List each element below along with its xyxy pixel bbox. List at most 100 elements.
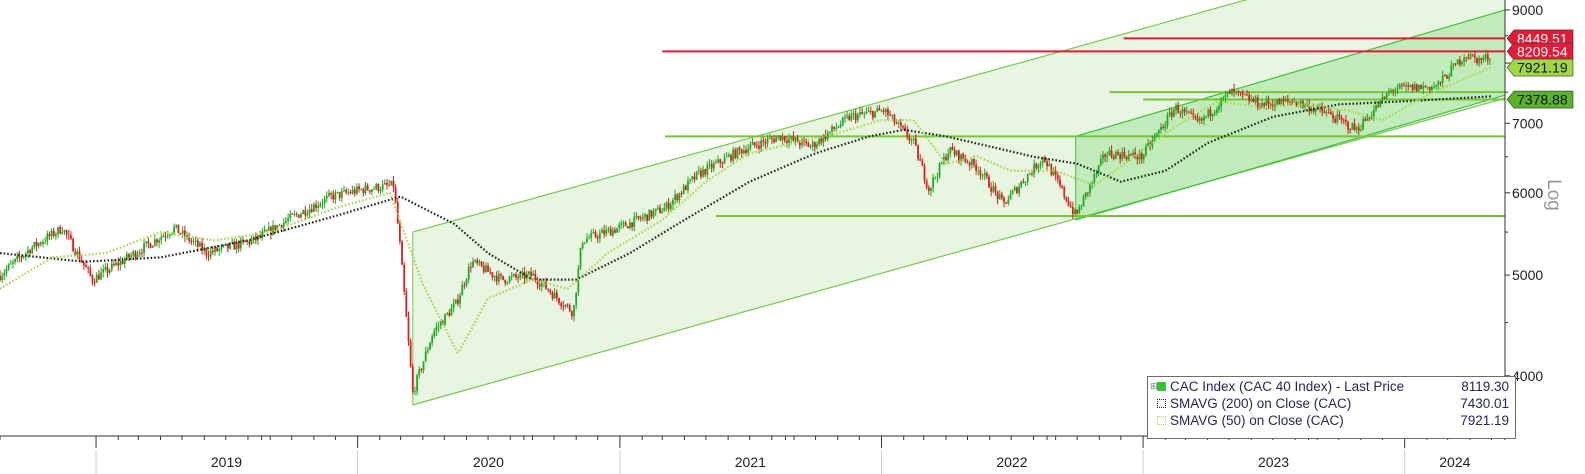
- candle-body: [751, 142, 754, 145]
- candle-body: [497, 274, 500, 282]
- candle-body: [508, 276, 511, 283]
- candle-body: [82, 262, 85, 265]
- candle-body: [717, 159, 719, 163]
- candle-body: [889, 114, 891, 116]
- channel-lower-line: [1075, 94, 1505, 221]
- candle-body: [306, 213, 309, 216]
- candle-body: [743, 149, 745, 154]
- candle-body: [254, 236, 257, 241]
- candle-body: [1052, 171, 1055, 176]
- candle-body: [437, 325, 440, 328]
- candle-body: [861, 112, 864, 114]
- moving-averages: [0, 66, 1492, 354]
- candle-body: [512, 274, 515, 277]
- candle-body: [609, 228, 612, 236]
- candle-body: [549, 290, 552, 293]
- candle-body: [160, 237, 163, 241]
- candle-body: [353, 189, 356, 194]
- candle-body: [1362, 119, 1364, 130]
- candle-body: [450, 308, 453, 316]
- candle-body: [596, 236, 599, 239]
- candle-body: [1422, 85, 1425, 89]
- candle-body: [181, 230, 184, 234]
- candle-body: [981, 175, 984, 177]
- candle-body: [945, 156, 947, 161]
- candle-body: [141, 252, 143, 254]
- candle-body: [328, 193, 330, 196]
- candle-body: [560, 303, 563, 307]
- candle-body: [1342, 119, 1345, 121]
- candle-body: [530, 271, 532, 276]
- candle-body: [506, 282, 509, 284]
- sma200-line: [0, 95, 1491, 281]
- candle-body: [424, 351, 427, 362]
- candle-body: [1357, 127, 1360, 131]
- candle-body: [1289, 101, 1291, 103]
- candle-body: [947, 153, 950, 161]
- y-tick-label: 4000: [1512, 368, 1543, 384]
- legend-entry-sma200: SMAVG (200) on Close (CAC) 7430.01: [1152, 395, 1509, 412]
- candle-body: [1037, 165, 1040, 169]
- candle-body: [209, 250, 212, 257]
- candle-body: [1437, 81, 1440, 86]
- candle-body: [768, 138, 771, 139]
- candle-body: [605, 229, 608, 235]
- candle-body: [715, 162, 717, 164]
- candle-body: [1400, 84, 1403, 86]
- candle-body: [1353, 123, 1356, 130]
- candle-body: [676, 194, 679, 201]
- candle-body: [622, 222, 625, 224]
- candle-body: [1099, 159, 1102, 166]
- candle-body: [1360, 129, 1362, 131]
- candle-body: [706, 164, 709, 175]
- candle-body: [1080, 206, 1083, 208]
- candle-body: [276, 225, 279, 231]
- candle-body: [990, 187, 993, 192]
- candle-body: [910, 139, 913, 141]
- candle-body: [659, 207, 661, 214]
- legend: ⊞ CAC Index (CAC 40 Index) - Last Price …: [1147, 376, 1516, 439]
- candle-body: [29, 250, 31, 254]
- candle-body: [684, 185, 687, 191]
- candle-body: [63, 230, 66, 233]
- candle-body: [478, 261, 481, 264]
- candle-body: [70, 235, 72, 239]
- candle-body: [239, 239, 242, 249]
- candle-body: [869, 110, 872, 112]
- candle-body: [1465, 57, 1468, 59]
- candle-body: [1243, 94, 1246, 96]
- sma200-swatch-icon: [1157, 399, 1166, 408]
- candle-body: [547, 288, 550, 291]
- candle-body: [1108, 150, 1111, 156]
- candle-body: [532, 273, 535, 276]
- candle-body: [35, 241, 38, 247]
- candle-body: [1218, 106, 1220, 110]
- candle-body: [727, 154, 730, 157]
- candle-body: [44, 241, 47, 243]
- candle-body: [196, 240, 199, 247]
- candle-body: [1405, 85, 1407, 87]
- candle-body: [175, 224, 178, 227]
- candle-body: [1467, 57, 1470, 59]
- candle-body: [1304, 104, 1306, 107]
- expand-icon[interactable]: ⊞: [1150, 381, 1158, 391]
- candle-body: [637, 215, 640, 219]
- candle-body: [1147, 143, 1149, 146]
- candle-body: [1254, 97, 1257, 102]
- candle-body: [285, 220, 287, 223]
- candle-body: [390, 180, 393, 186]
- candle-body: [964, 158, 967, 162]
- price-tag-label: 7921.19: [1517, 60, 1568, 76]
- candle-body: [820, 138, 823, 143]
- candle-body: [482, 266, 485, 273]
- candle-body: [115, 262, 117, 266]
- candle-body: [801, 139, 803, 146]
- candle-body: [936, 176, 939, 178]
- candle-body: [1256, 97, 1259, 107]
- candle-body: [1078, 206, 1081, 214]
- candle-body: [349, 192, 352, 194]
- price-tag-label: 7378.88: [1517, 92, 1568, 108]
- candle-body: [184, 230, 186, 237]
- candle-body: [1127, 154, 1130, 160]
- candle-body: [598, 232, 601, 239]
